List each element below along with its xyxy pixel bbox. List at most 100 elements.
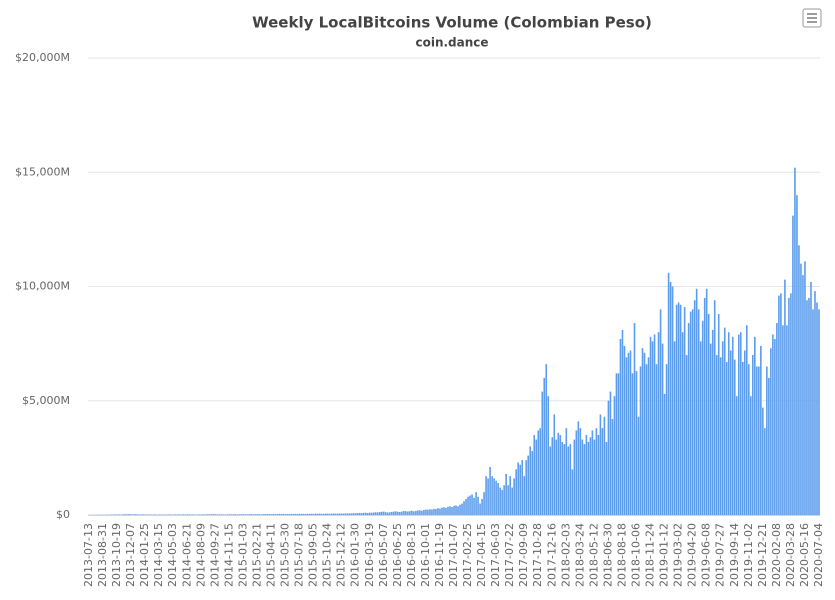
bar <box>723 327 726 515</box>
x-tick-label: 2019-12-21 <box>756 523 769 587</box>
bar <box>447 506 449 515</box>
bar <box>585 435 588 515</box>
bar <box>340 513 343 515</box>
bar <box>727 332 730 515</box>
bar <box>272 513 275 515</box>
bar <box>182 514 185 515</box>
bar <box>741 361 744 515</box>
bar <box>190 514 193 515</box>
bar <box>192 514 195 515</box>
bar <box>465 499 467 515</box>
x-tick-label: 2019-06-08 <box>700 523 713 587</box>
bar <box>796 195 798 515</box>
bar <box>733 359 736 515</box>
bar <box>276 514 279 515</box>
bar <box>294 513 297 515</box>
bar <box>126 514 128 515</box>
x-tick-label: 2018-06-30 <box>601 523 614 587</box>
bar <box>383 511 385 515</box>
bar <box>633 323 636 515</box>
bar <box>553 414 556 515</box>
bar <box>114 514 116 515</box>
bar <box>358 512 361 515</box>
bar <box>244 514 247 515</box>
bar <box>475 492 477 515</box>
bar <box>555 439 558 515</box>
bar <box>346 513 349 515</box>
x-tick-label: 2015-01-03 <box>236 523 249 587</box>
bar <box>417 510 419 515</box>
bar <box>816 302 818 515</box>
x-tick-label: 2016-01-30 <box>349 523 362 587</box>
bar <box>533 435 536 515</box>
bar <box>184 514 187 515</box>
bar <box>425 509 427 515</box>
bar <box>647 357 650 515</box>
bar <box>764 428 766 515</box>
bar <box>565 428 568 515</box>
bar <box>577 421 580 515</box>
bar <box>695 288 698 515</box>
menu-button[interactable] <box>802 8 822 28</box>
chart-subtitle: coin.dance <box>415 36 488 50</box>
bar <box>525 460 527 515</box>
y-tick-label: $10,000M <box>15 280 70 293</box>
bar <box>212 514 215 515</box>
bar <box>138 514 140 515</box>
y-tick-label: $0 <box>56 508 70 521</box>
bar <box>124 514 126 515</box>
bar <box>222 514 225 515</box>
bar <box>625 357 628 515</box>
x-tick-label: 2013-12-07 <box>124 523 137 587</box>
bar <box>250 514 253 515</box>
bar <box>389 512 391 515</box>
x-tick-label: 2020-03-28 <box>784 523 797 587</box>
bar <box>238 514 241 515</box>
x-tick-label: 2015-07-18 <box>293 523 306 587</box>
bar <box>499 487 501 515</box>
bar <box>134 514 136 515</box>
bar <box>437 508 439 515</box>
bar <box>471 494 473 515</box>
bar <box>314 513 317 515</box>
bar <box>284 514 287 515</box>
bar <box>772 334 774 515</box>
bar <box>603 416 606 515</box>
x-tick-label: 2020-02-08 <box>770 523 783 587</box>
bar <box>687 323 690 515</box>
bar <box>677 302 680 515</box>
bar <box>776 323 778 515</box>
bar <box>328 513 331 515</box>
bar <box>679 304 682 515</box>
bar <box>573 439 576 515</box>
bar <box>477 496 479 515</box>
bar <box>705 288 708 515</box>
x-tick-label: 2016-06-25 <box>391 523 404 587</box>
x-tick-label: 2013-10-19 <box>110 523 123 587</box>
bar <box>818 309 820 515</box>
bar <box>583 444 586 515</box>
bar <box>268 514 271 515</box>
bar <box>473 497 475 515</box>
bar <box>505 473 507 515</box>
bar <box>449 506 451 515</box>
x-tick-label: 2014-11-15 <box>222 523 235 587</box>
bar <box>228 514 231 515</box>
bar <box>439 508 441 515</box>
bar <box>332 513 335 515</box>
x-tick-label: 2018-08-18 <box>615 523 628 587</box>
bar <box>409 511 411 515</box>
bar <box>597 435 600 515</box>
bar <box>204 514 207 515</box>
bar <box>731 336 734 515</box>
bar <box>186 514 189 515</box>
bar <box>419 510 421 515</box>
bar <box>493 478 495 515</box>
bar <box>739 332 742 515</box>
bar <box>752 355 754 515</box>
bar <box>507 485 509 515</box>
bar <box>649 336 652 515</box>
bar <box>745 325 748 515</box>
bar <box>715 355 718 515</box>
bar <box>431 509 433 515</box>
